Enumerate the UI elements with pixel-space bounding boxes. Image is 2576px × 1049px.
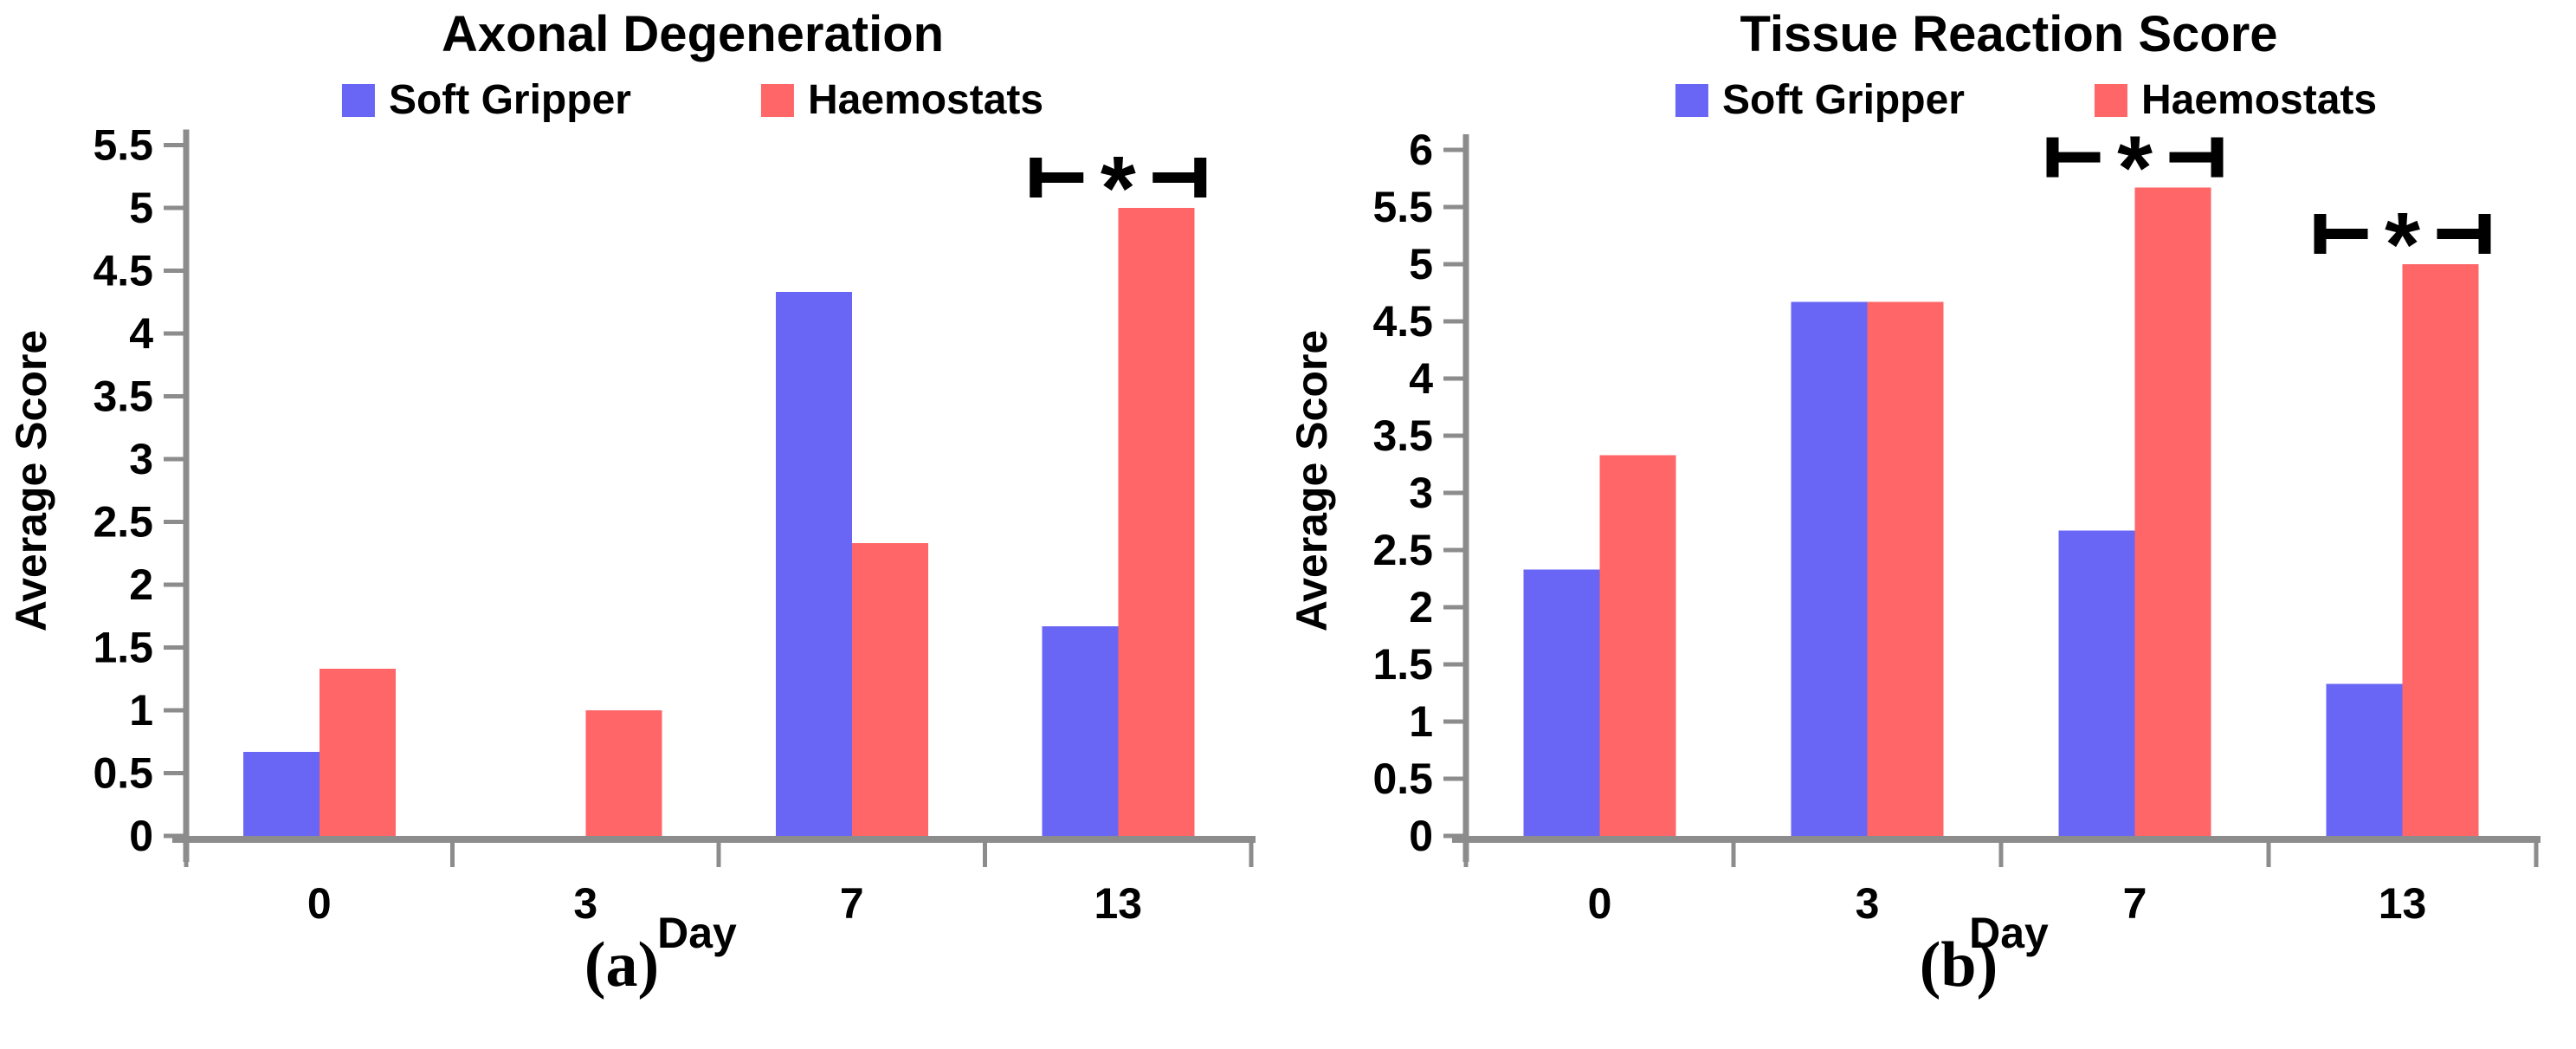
- significance-asterisk: *: [2117, 118, 2153, 219]
- bar-soft-gripper-day-13: [1042, 625, 1119, 836]
- legend-label-soft-gripper: Soft Gripper: [1721, 77, 1965, 123]
- bar-soft-gripper-day-0: [242, 751, 320, 836]
- bar-haemostats-day-7: [2134, 187, 2211, 836]
- legend-item-haemostats: Haemostats: [2094, 76, 2378, 124]
- y-tick-label: 0: [129, 812, 153, 860]
- y-axis-title-left: Average Score: [7, 329, 55, 632]
- y-tick-label: 1: [1409, 697, 1433, 746]
- bar-soft-gripper-day-7: [2058, 530, 2135, 836]
- y-tick-label: 3.5: [93, 372, 153, 421]
- bracket-line: [2169, 152, 2218, 163]
- x-axis-title-left: Day: [657, 909, 737, 957]
- legend-tissue: Soft Gripper Haemostats: [1675, 76, 2377, 124]
- y-tick-label: 2.5: [93, 498, 153, 547]
- x-tick-label-day-7: 7: [840, 879, 864, 928]
- x-tick-label-day-13: 13: [2379, 879, 2427, 928]
- legend-label-haemostats: Haemostats: [807, 77, 1044, 123]
- y-tick-label: 4.5: [1372, 297, 1433, 346]
- bar-haemostats-day-3: [1867, 301, 1944, 836]
- y-tick-label: 3: [129, 435, 153, 483]
- caption-a: (a): [584, 929, 660, 1000]
- legend-item-haemostats: Haemostats: [760, 76, 1044, 124]
- y-tick-label: 3.5: [1372, 411, 1433, 460]
- y-tick-label: 0.5: [1372, 754, 1433, 803]
- legend-axonal: Soft Gripper Haemostats: [341, 76, 1044, 124]
- soft-gripper-swatch-icon: [1675, 83, 1708, 117]
- legend-item-soft-gripper: Soft Gripper: [341, 76, 631, 124]
- caption-b: (b): [1919, 929, 1998, 1000]
- y-axis-title-right: Average Score: [1288, 329, 1336, 632]
- significance-asterisk: *: [2385, 194, 2420, 295]
- y-tick-label: 5.5: [93, 121, 153, 170]
- significance-bracket-day-7: *: [2046, 118, 2224, 219]
- chart-axonal-degeneration: 0 0.5 1 1.5 2 2.5 3 3.5 4 4.5 5 5.5 0 3 7 13 *: [93, 121, 1256, 928]
- chart-tissue-reaction-score: 0 0.5 1 1.5 2 2.5 3 3.5 4 4.5 5 5.5 6 0 3 7 13 * *: [1372, 118, 2540, 928]
- bracket-line: [2052, 152, 2101, 163]
- y-tick-label: 5: [1409, 240, 1433, 288]
- haemostats-swatch-icon: [2094, 83, 2127, 117]
- bar-haemostats-day-3: [585, 710, 662, 836]
- y-tick-label: 4: [1409, 354, 1433, 403]
- x-tick-label-day-3: 3: [1856, 879, 1880, 928]
- bracket-line: [2320, 229, 2368, 239]
- significance-bracket-day-13: *: [1030, 138, 1207, 239]
- bar-soft-gripper-day-7: [775, 292, 852, 836]
- bar-haemostats-day-13: [2402, 264, 2479, 836]
- bracket-line: [1036, 172, 1084, 183]
- y-tick-label: 1.5: [93, 624, 153, 672]
- chart-title-axonal-degeneration: Axonal Degeneration: [441, 6, 945, 62]
- x-axis-title-right: Day: [1969, 909, 2049, 957]
- y-tick-label: 5.5: [1372, 183, 1433, 231]
- y-tick-label: 6: [1409, 126, 1433, 174]
- legend-item-soft-gripper: Soft Gripper: [1675, 76, 1965, 124]
- legend-label-soft-gripper: Soft Gripper: [388, 77, 631, 123]
- y-tick-label: 1.5: [1372, 640, 1433, 689]
- bracket-line: [2437, 229, 2485, 239]
- y-tick-label: 4: [129, 309, 153, 358]
- significance-bracket-day-13: *: [2314, 194, 2491, 295]
- legend-label-haemostats: Haemostats: [2140, 77, 2378, 123]
- y-tick-label: 5: [129, 184, 153, 232]
- y-tick-label: 0.5: [93, 749, 153, 798]
- bar-haemostats-day-0: [319, 669, 396, 836]
- y-tick-label: 2: [129, 560, 153, 609]
- haemostats-swatch-icon: [760, 83, 794, 117]
- x-tick-label-day-7: 7: [2123, 879, 2147, 928]
- bracket-line: [1152, 172, 1201, 183]
- bar-haemostats-day-0: [1599, 455, 1676, 836]
- y-tick-label: 3: [1409, 469, 1433, 517]
- bar-haemostats-day-13: [1118, 208, 1195, 836]
- y-tick-label: 1: [129, 686, 153, 735]
- x-tick-label-day-13: 13: [1094, 879, 1142, 928]
- bar-haemostats-day-7: [851, 543, 928, 836]
- bar-soft-gripper-day-13: [2326, 683, 2403, 836]
- bar-soft-gripper-day-0: [1523, 569, 1600, 836]
- y-tick-label: 2.5: [1372, 526, 1433, 574]
- x-tick-label-day-3: 3: [573, 879, 597, 928]
- y-tick-label: 0: [1409, 812, 1433, 860]
- bar-soft-gripper-day-3: [1791, 301, 1868, 836]
- x-tick-label-day-0: 0: [1588, 879, 1612, 928]
- chart-title-tissue-reaction-score: Tissue Reaction Score: [1740, 6, 2278, 62]
- x-tick-label-day-0: 0: [307, 879, 332, 928]
- y-tick-label: 2: [1409, 583, 1433, 631]
- y-tick-label: 4.5: [93, 247, 153, 295]
- significance-asterisk: *: [1101, 138, 1136, 239]
- soft-gripper-swatch-icon: [341, 83, 375, 117]
